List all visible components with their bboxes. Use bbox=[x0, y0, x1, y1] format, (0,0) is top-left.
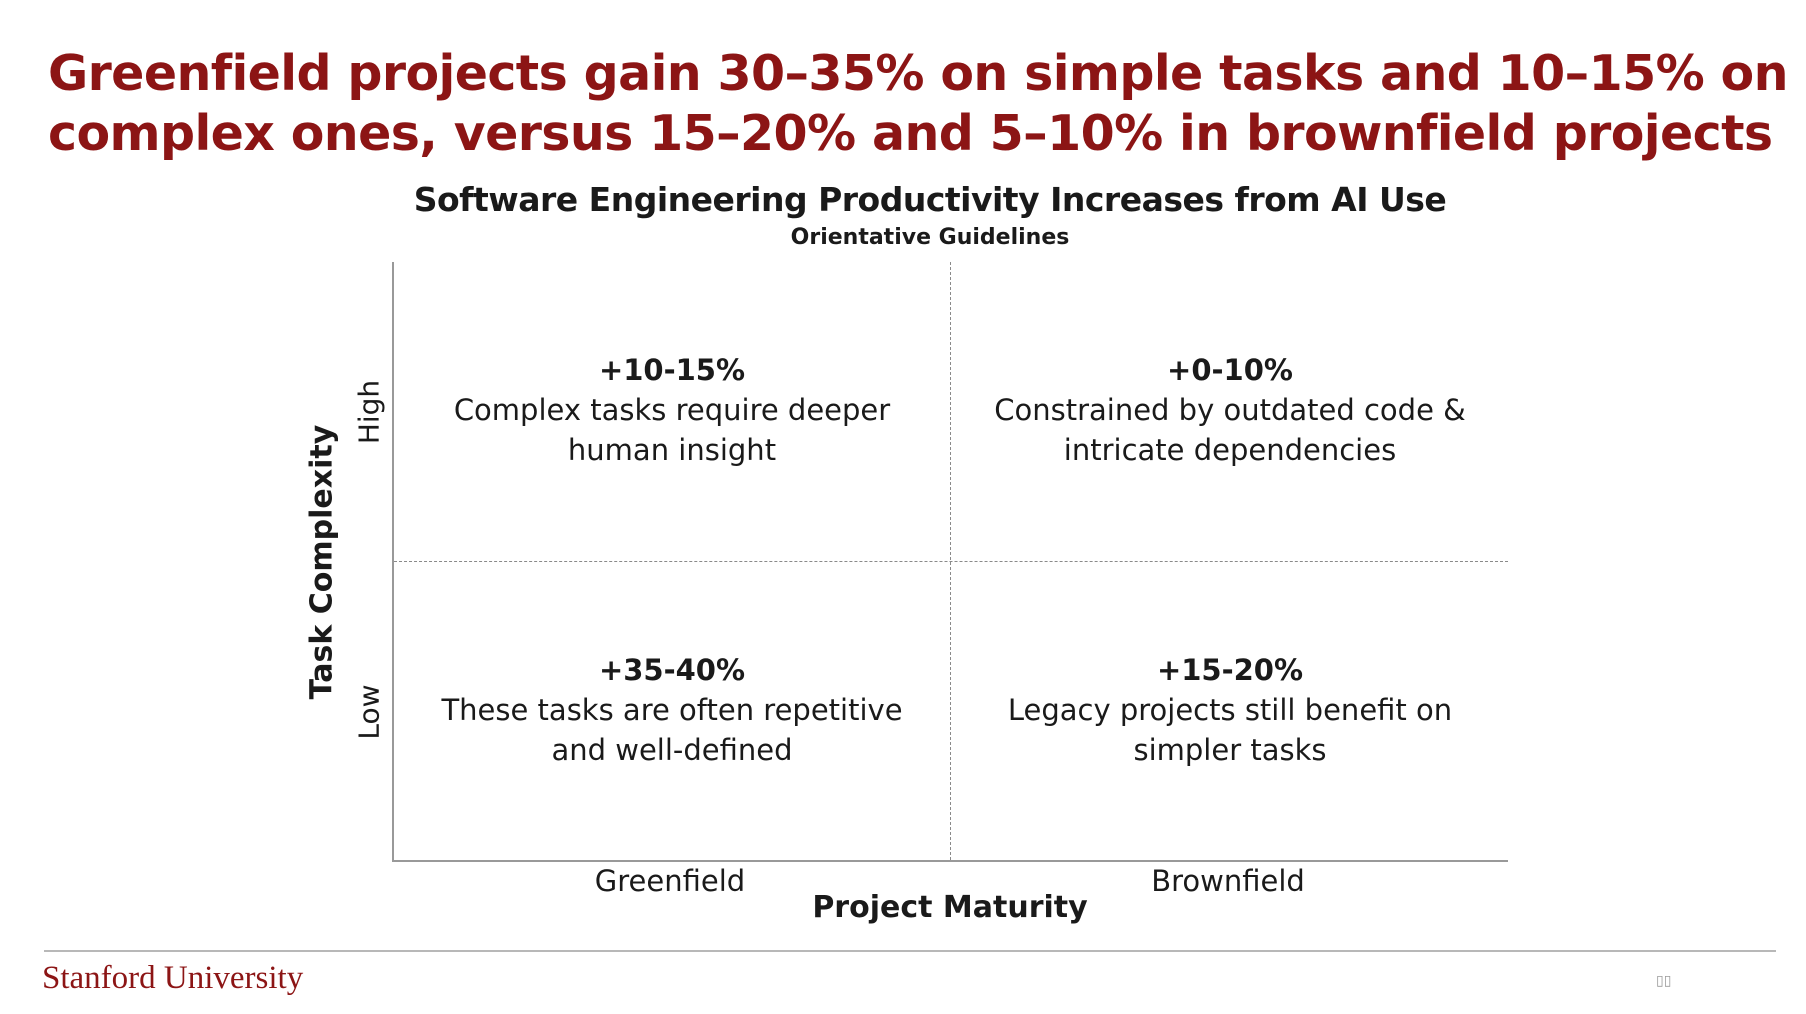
x-axis-title: Project Maturity bbox=[812, 890, 1088, 925]
x-tick-label-brownfield: Brownfield bbox=[1151, 864, 1305, 898]
quadrant-value: +15-20% bbox=[1156, 653, 1304, 687]
quadrant-value: +10-15% bbox=[598, 353, 746, 387]
x-tick-label-greenfield: Greenfield bbox=[594, 864, 746, 898]
quadrant-description-line: human insight bbox=[567, 433, 777, 467]
slide-headline: Greenfield projects gain 30–35% on simpl… bbox=[48, 44, 1788, 164]
headline-line-2: complex ones, versus 15–20% and 5–10% in… bbox=[48, 105, 1773, 162]
quadrant-description-line: Legacy projects still benefit on bbox=[1007, 693, 1453, 727]
page-number: ▯▯ bbox=[1656, 972, 1672, 988]
chart-title: Software Engineering Productivity Increa… bbox=[413, 180, 1447, 219]
quadrant-value: +35-40% bbox=[598, 653, 746, 687]
quadrant-description-line: Constrained by outdated code & bbox=[994, 393, 1466, 427]
quadrant-description-line: intricate dependencies bbox=[1063, 433, 1397, 467]
quadrant-description-line: Complex tasks require deeper bbox=[453, 393, 891, 427]
y-axis-title: Task Complexity bbox=[304, 424, 340, 700]
horizontal-divider bbox=[394, 561, 1508, 562]
quadrant-description-line: These tasks are often repetitive bbox=[441, 693, 903, 727]
quadrant-greenfield-high: +10-15% Complex tasks require deeper hum… bbox=[412, 350, 932, 470]
stanford-logo: Stanford University bbox=[42, 960, 304, 996]
y-tick-label-low: Low bbox=[352, 684, 386, 740]
y-tick-label-high: High bbox=[352, 379, 386, 445]
quadrant-brownfield-high: +0-10% Constrained by outdated code & in… bbox=[970, 350, 1490, 470]
quadrant-greenfield-low: +35-40% These tasks are often repetitive… bbox=[412, 650, 932, 770]
quadrant-description-line: simpler tasks bbox=[1133, 733, 1327, 767]
y-axis-line bbox=[392, 262, 394, 862]
quadrant-value: +0-10% bbox=[1167, 353, 1293, 387]
headline-line-1: Greenfield projects gain 30–35% on simpl… bbox=[48, 45, 1788, 102]
chart-subtitle: Orientative Guidelines bbox=[790, 225, 1070, 250]
quadrant-description-line: and well-defined bbox=[551, 733, 793, 767]
x-axis-line bbox=[392, 860, 1508, 862]
quadrant-brownfield-low: +15-20% Legacy projects still benefit on… bbox=[970, 650, 1490, 770]
footer-divider bbox=[44, 950, 1776, 952]
